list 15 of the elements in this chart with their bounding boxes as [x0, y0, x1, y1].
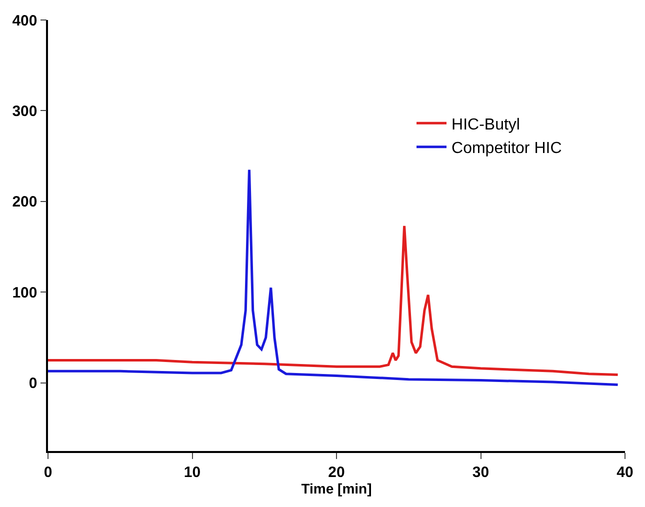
x-tick-label: 20 — [328, 464, 345, 481]
y-tick-label: 300 — [12, 102, 38, 120]
legend-label: HIC-Butyl — [452, 116, 520, 134]
x-tick-label: 30 — [472, 464, 490, 481]
x-tick-label: 10 — [184, 464, 201, 481]
x-axis-title: Time [min] — [301, 480, 372, 497]
y-tick-label: 100 — [12, 284, 38, 302]
y-tick-label: 400 — [12, 12, 38, 30]
x-tick-label: 0 — [44, 464, 52, 481]
legend-label: Competitor HIC — [452, 140, 562, 158]
y-tick-label: 200 — [12, 194, 38, 211]
line-series — [48, 224, 620, 376]
x-tick-label: 40 — [616, 464, 634, 481]
y-tick-label: 0 — [28, 375, 38, 392]
line-series — [48, 168, 620, 386]
